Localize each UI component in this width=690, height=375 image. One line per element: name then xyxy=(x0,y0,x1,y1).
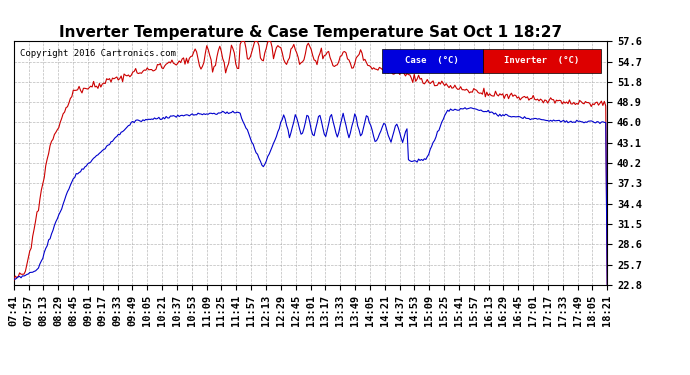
FancyBboxPatch shape xyxy=(482,49,601,73)
Text: Inverter  (°C): Inverter (°C) xyxy=(504,56,580,65)
Text: Copyright 2016 Cartronics.com: Copyright 2016 Cartronics.com xyxy=(20,49,176,58)
Title: Inverter Temperature & Case Temperature Sat Oct 1 18:27: Inverter Temperature & Case Temperature … xyxy=(59,25,562,40)
FancyBboxPatch shape xyxy=(382,49,482,73)
Text: Case  (°C): Case (°C) xyxy=(405,56,459,65)
